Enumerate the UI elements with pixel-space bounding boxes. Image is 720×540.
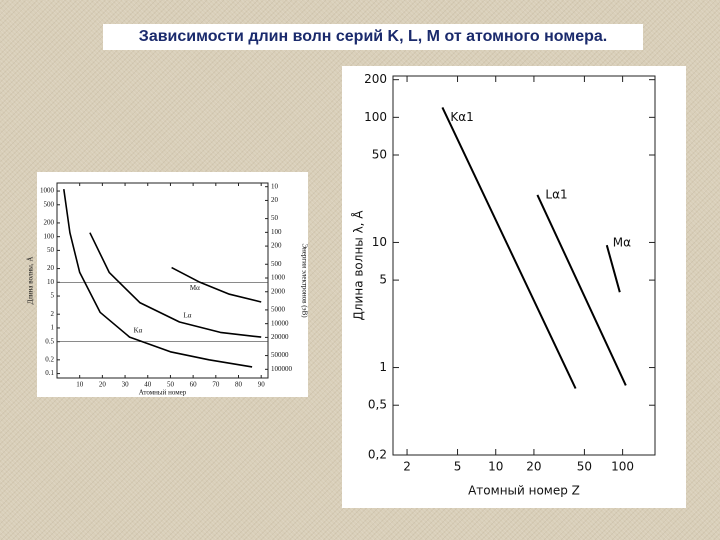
y-tick-label: 50 bbox=[47, 246, 55, 254]
x-tick-label: 70 bbox=[212, 381, 220, 389]
y2-tick-label: 100 bbox=[271, 228, 282, 236]
y-tick-label: 50 bbox=[372, 147, 387, 161]
y-tick-label: 100 bbox=[44, 232, 55, 240]
y2-tick-label: 10000 bbox=[271, 319, 289, 327]
x-tick-label: 40 bbox=[144, 381, 152, 389]
y-tick-label: 10 bbox=[47, 278, 55, 286]
series-label: Mα bbox=[613, 236, 631, 250]
y-tick-label: 1 bbox=[51, 324, 55, 332]
y2-tick-label: 5000 bbox=[271, 306, 286, 314]
y2-tick-label: 50000 bbox=[271, 351, 289, 359]
plot-frame bbox=[392, 75, 656, 456]
y-tick-label: 10 bbox=[372, 235, 387, 249]
y-tick-label: 1000 bbox=[40, 187, 55, 195]
y-axis-label: Длина волны, Å bbox=[27, 257, 35, 305]
y2-tick-label: 20000 bbox=[271, 333, 289, 341]
series-label: Kα1 bbox=[450, 110, 473, 124]
x-tick-label: 90 bbox=[258, 381, 266, 389]
chart-right: 2 5 10 20 50 100 200 100 50 10 5 1 0,5 0,2 Атомный ном… bbox=[351, 72, 656, 498]
series-line bbox=[536, 194, 627, 386]
y2-tick-label: 20 bbox=[271, 196, 279, 204]
y2-axis-label: Энергия электронов (эВ) bbox=[300, 243, 308, 318]
y-tick-label: 500 bbox=[44, 200, 55, 208]
chart-panel bbox=[342, 66, 686, 508]
x-tick-label: 20 bbox=[526, 460, 541, 474]
plot-frame bbox=[56, 182, 269, 379]
y2-tick-label: 500 bbox=[271, 260, 282, 268]
y2-tick-label: 10 bbox=[271, 182, 279, 190]
y-tick-label: 20 bbox=[47, 264, 55, 272]
series-label: Kα bbox=[134, 327, 143, 335]
x-tick-label: 100 bbox=[611, 460, 634, 474]
y-tick-label: 0.1 bbox=[45, 369, 54, 377]
x-tick-label: 10 bbox=[76, 381, 84, 389]
y-tick-label: 0.2 bbox=[45, 355, 54, 363]
y-tick-label: 200 bbox=[44, 219, 55, 227]
chart-panel bbox=[37, 172, 308, 397]
y2-tick-label: 2000 bbox=[271, 287, 286, 295]
y-tick-label: 200 bbox=[364, 72, 387, 86]
series-line bbox=[605, 244, 621, 293]
x-tick-label: 20 bbox=[99, 381, 107, 389]
y-tick-label: 0,2 bbox=[368, 448, 387, 462]
y-tick-label: 2 bbox=[51, 310, 55, 318]
series-label: Mα bbox=[190, 284, 200, 292]
x-tick-label: 80 bbox=[235, 381, 243, 389]
y-tick-label: 5 bbox=[379, 273, 387, 287]
x-axis-label: Атомный номер Z bbox=[468, 484, 580, 498]
x-tick-label: 5 bbox=[454, 460, 462, 474]
series-line bbox=[441, 106, 577, 389]
y-tick-label: 5 bbox=[51, 292, 55, 300]
series-label: Lα1 bbox=[545, 187, 567, 201]
y2-tick-label: 100000 bbox=[271, 365, 293, 373]
y2-tick-label: 1000 bbox=[271, 274, 286, 282]
x-tick-label: 10 bbox=[488, 460, 503, 474]
slide-title: Зависимости длин волн серий K, L, M от а… bbox=[103, 24, 643, 50]
x-axis-label: Атомный номер bbox=[139, 389, 187, 397]
series-line bbox=[89, 232, 262, 338]
y-tick-label: 0.5 bbox=[45, 337, 54, 345]
chart-left: 10 20 30 40 50 60 70 80 90 1000 500 200 100 50 20 10 5 2 1… bbox=[27, 182, 309, 396]
x-tick-label: 2 bbox=[403, 460, 411, 474]
series-line bbox=[171, 266, 262, 303]
x-tick-label: 50 bbox=[167, 381, 175, 389]
y-tick-label: 1 bbox=[379, 360, 387, 374]
x-tick-label: 60 bbox=[190, 381, 198, 389]
y2-tick-label: 200 bbox=[271, 242, 282, 250]
series-label: Lα bbox=[184, 312, 192, 320]
x-tick-label: 50 bbox=[577, 460, 592, 474]
x-tick-label: 30 bbox=[122, 381, 130, 389]
series-line bbox=[63, 188, 253, 368]
y-tick-label: 0,5 bbox=[368, 398, 387, 412]
y-axis-label: Длина волны λ, Å bbox=[351, 210, 366, 321]
y-tick-label: 100 bbox=[364, 110, 387, 124]
y2-tick-label: 50 bbox=[271, 214, 279, 222]
